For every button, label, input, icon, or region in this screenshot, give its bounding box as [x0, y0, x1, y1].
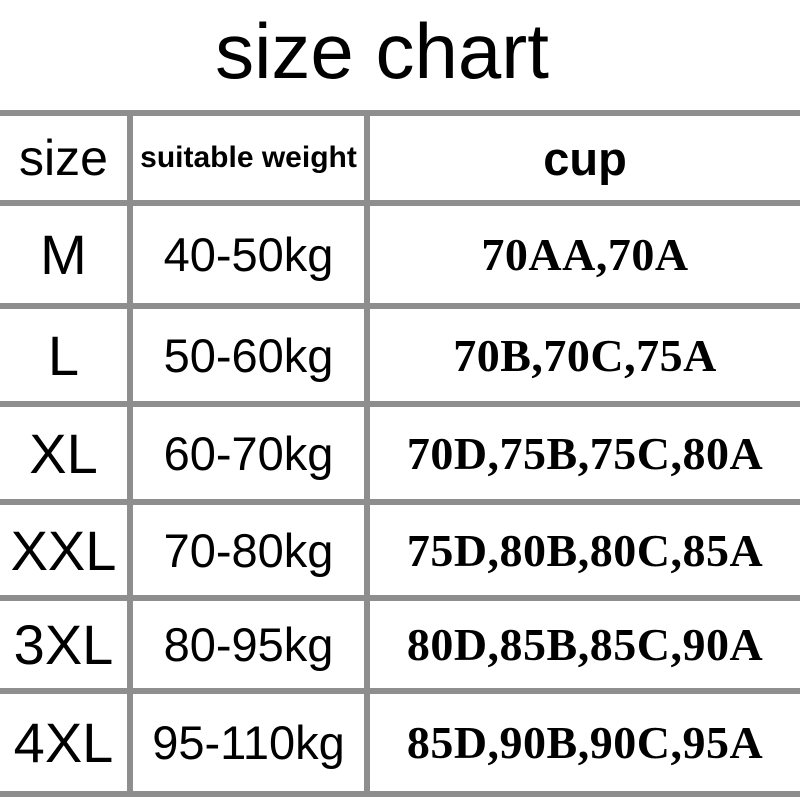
size-cell: M: [0, 206, 133, 303]
size-cell: 3XL: [0, 601, 133, 688]
size-table: size suitable weight cup M 40-50kg 70AA,…: [0, 110, 800, 797]
cup-cell: 75D,80B,80C,85A: [406, 524, 764, 576]
column-header-cup: cup: [543, 131, 627, 185]
table-row-xl: XL 60-70kg 70D,75B,75C,80A: [0, 407, 800, 505]
weight-cell: 60-70kg: [133, 407, 370, 499]
table-row-m: M 40-50kg 70AA,70A: [0, 206, 800, 309]
cup-cell: 70B,70C,75A: [453, 329, 717, 381]
weight-cell: 80-95kg: [133, 601, 370, 688]
size-cell: L: [0, 309, 133, 401]
column-header-size: size: [0, 116, 133, 200]
page-title: size chart: [215, 7, 549, 95]
table-row-4xl: 4XL 95-110kg 85D,90B,90C,95A: [0, 694, 800, 797]
weight-cell: 50-60kg: [133, 309, 370, 401]
cup-cell: 85D,90B,90C,95A: [406, 717, 764, 768]
weight-cell: 95-110kg: [133, 694, 370, 791]
table-row-l: L 50-60kg 70B,70C,75A: [0, 309, 800, 407]
size-cell: XXL: [0, 505, 133, 595]
table-row-xxl: XXL 70-80kg 75D,80B,80C,85A: [0, 505, 800, 601]
header-row: size suitable weight cup: [0, 116, 800, 206]
size-cell: XL: [0, 407, 133, 499]
cup-cell: 70D,75B,75C,80A: [406, 427, 764, 479]
weight-cell: 40-50kg: [133, 206, 370, 303]
cup-cell: 80D,85B,85C,90A: [406, 619, 764, 670]
size-cell: 4XL: [0, 694, 133, 791]
table-row-3xl: 3XL 80-95kg 80D,85B,85C,90A: [0, 601, 800, 694]
cup-cell: 70AA,70A: [481, 229, 689, 280]
column-header-suitable-weight: suitable weight: [133, 116, 370, 200]
weight-cell: 70-80kg: [133, 505, 370, 595]
